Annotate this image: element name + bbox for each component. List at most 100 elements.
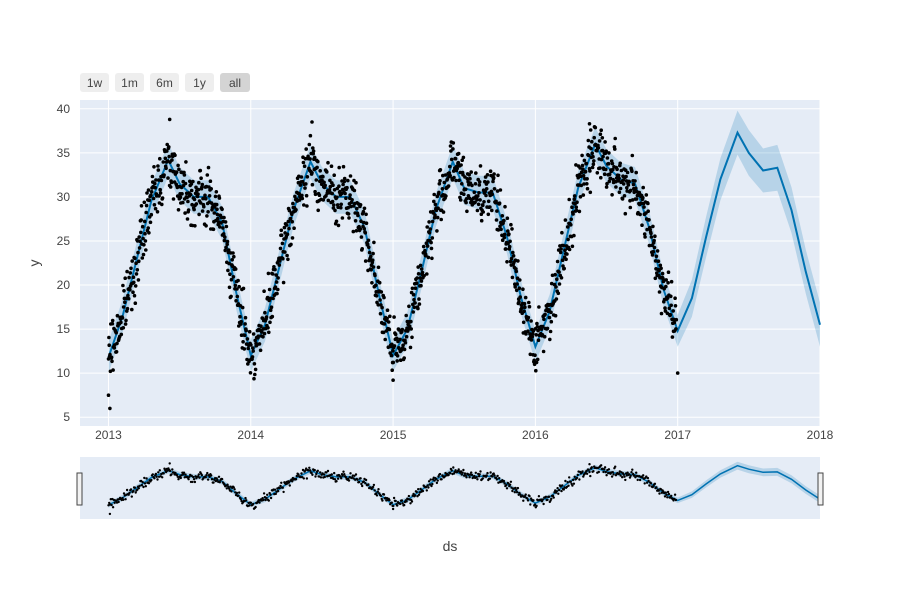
observed-point [110,321,115,326]
observed-point [168,168,173,173]
observed-point [121,305,126,309]
observed-point [377,280,382,285]
mini-observed-point [373,489,376,492]
range-button-1w[interactable]: 1w [80,73,109,92]
observed-point [452,175,456,180]
observed-point [218,225,222,229]
mini-observed-point [154,472,158,476]
observed-point [673,304,678,308]
mini-observed-point [375,492,378,495]
observed-point [535,321,539,326]
mini-observed-point [630,471,633,474]
observed-point [614,185,618,189]
mini-observed-point [122,492,126,495]
mini-observed-point [314,475,317,478]
mini-observed-point [514,486,517,490]
observed-point [367,245,371,250]
mini-observed-point [226,483,229,486]
range-slider[interactable] [80,457,820,519]
observed-point [567,247,572,252]
range-button-1y[interactable]: 1y [185,73,214,92]
mini-observed-point [141,481,144,484]
observed-point [592,135,596,140]
y-axis-title: y [26,260,42,267]
observed-point [569,217,573,222]
mini-observed-point [533,503,537,506]
observed-point [582,182,586,186]
mini-observed-point [343,473,346,476]
observed-point [601,154,605,159]
observed-point [448,173,453,178]
mini-observed-point [435,481,439,485]
observed-point [223,220,228,224]
mini-observed-point [136,488,139,491]
observed-point [208,179,213,183]
mini-observed-point [491,475,494,478]
observed-point [171,197,176,201]
observed-point [585,177,589,181]
observed-point [108,352,112,357]
plot-area[interactable] [80,100,820,426]
observed-point [596,146,601,150]
observed-point [204,196,208,201]
mini-observed-point [631,468,634,471]
mini-observed-point [590,466,593,469]
observed-point [597,139,602,143]
observed-point [137,246,142,250]
observed-point [575,200,579,204]
mini-observed-point [145,477,148,480]
observed-point [359,235,364,239]
mini-observed-point [428,483,432,486]
x-tick-label: 2018 [807,428,834,442]
observed-point [343,191,347,196]
observed-point [397,328,402,332]
observed-point [374,294,379,298]
mini-observed-point [628,476,632,479]
observed-point [628,188,633,193]
observed-point [421,244,426,249]
observed-point [143,239,148,243]
observed-point [257,342,262,346]
observed-point [442,180,447,185]
observed-point [253,372,257,377]
mini-observed-point [391,507,395,511]
observed-point [656,259,661,264]
mini-observed-point [407,494,411,498]
observed-point [580,163,585,168]
observed-point [134,272,139,276]
observed-point [534,333,538,337]
observed-point [611,177,615,182]
observed-point [583,169,588,174]
observed-point [500,238,505,242]
mini-observed-point [642,474,645,477]
observed-point [453,156,458,161]
observed-point [642,232,647,236]
observed-point [507,232,511,236]
observed-point [125,269,129,274]
mini-observed-point [205,473,208,477]
observed-point [562,266,566,271]
observed-point [363,259,368,263]
y-tick-label: 10 [57,366,71,380]
observed-point [661,276,665,281]
observed-points [106,117,680,411]
range-button-6m[interactable]: 6m [150,73,179,92]
range-button-all[interactable]: all [220,73,250,92]
observed-point [419,279,424,283]
mini-observed-point [430,484,433,488]
observed-point [528,332,532,336]
observed-point [188,179,192,184]
range-button-1m[interactable]: 1m [115,73,144,92]
observed-point [258,348,263,353]
range-slider-handle-right[interactable] [817,472,824,506]
mini-observed-point [379,494,383,497]
observed-point [477,191,481,195]
observed-point [176,163,180,168]
range-slider-handle-left[interactable] [76,472,83,506]
mini-observed-point [300,472,303,475]
observed-point [123,322,128,326]
observed-point [472,190,477,195]
mini-observed-point [541,498,544,501]
mini-observed-point [424,486,428,489]
observed-point [313,192,318,197]
